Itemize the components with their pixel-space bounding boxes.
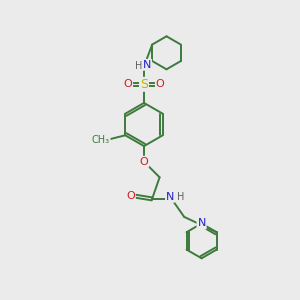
Text: O: O (126, 191, 135, 201)
Text: N: N (166, 192, 174, 202)
Text: N: N (197, 218, 206, 229)
Text: N: N (143, 60, 151, 70)
Text: H: H (135, 61, 142, 71)
Text: O: O (123, 79, 132, 89)
Text: S: S (140, 78, 148, 91)
Text: H: H (177, 192, 184, 202)
Text: O: O (140, 157, 148, 167)
Text: CH₃: CH₃ (92, 135, 110, 145)
Text: O: O (156, 79, 165, 89)
